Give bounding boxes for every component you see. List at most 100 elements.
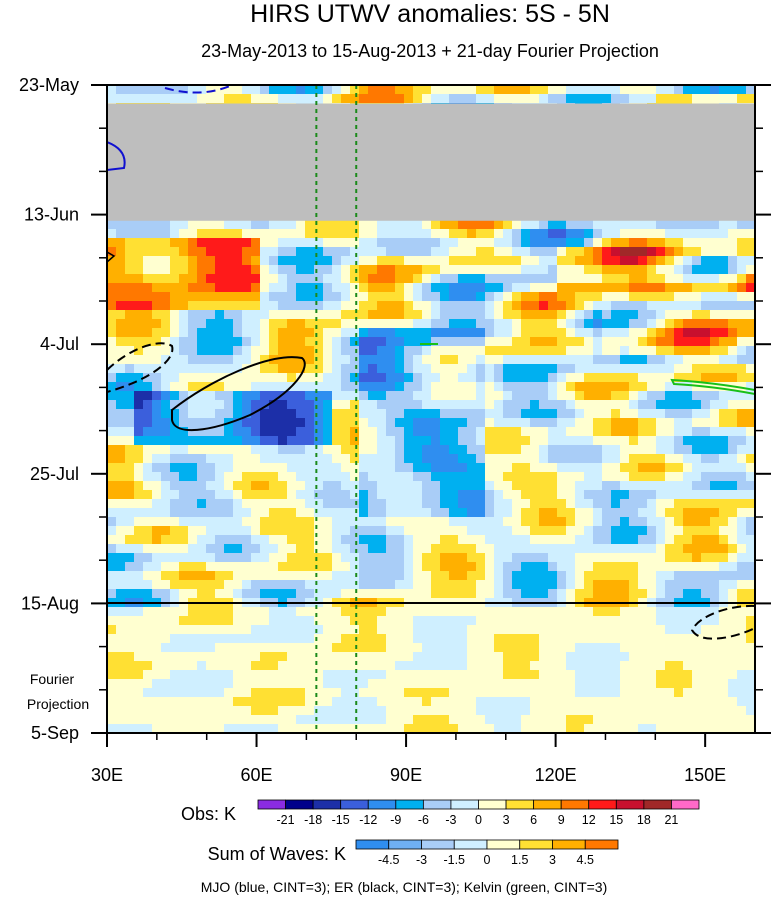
field-cell (746, 274, 755, 284)
field-cell (422, 661, 432, 671)
field-cell (701, 337, 711, 347)
field-cell (728, 283, 738, 293)
field-cell (224, 445, 234, 455)
field-cell (638, 688, 648, 698)
field-cell (593, 238, 603, 248)
field-cell (395, 544, 405, 554)
field-cell (647, 697, 657, 707)
field-cell (152, 85, 162, 95)
field-cell (476, 409, 486, 419)
field-cell (683, 319, 693, 329)
field-cell (557, 292, 567, 302)
field-cell (251, 382, 261, 392)
field-cell (278, 418, 288, 428)
field-cell (161, 418, 171, 428)
field-cell (656, 256, 666, 266)
field-cell (611, 589, 621, 599)
field-cell (557, 382, 567, 392)
field-cell (521, 535, 531, 545)
field-cell (278, 706, 288, 716)
field-cell (737, 571, 747, 581)
field-cell (206, 238, 216, 248)
field-cell (251, 706, 261, 716)
field-cell (674, 94, 684, 104)
field-cell (368, 553, 378, 563)
field-cell (179, 463, 189, 473)
field-cell (305, 328, 315, 338)
field-cell (296, 94, 306, 104)
field-cell (656, 292, 666, 302)
field-cell (143, 382, 153, 392)
field-cell (557, 688, 567, 698)
field-cell (692, 517, 702, 527)
field-cell (107, 364, 117, 374)
field-cell (359, 301, 369, 311)
field-cell (233, 382, 243, 392)
field-cell (539, 472, 549, 482)
field-cell (692, 571, 702, 581)
field-cell (683, 337, 693, 347)
field-cell (260, 301, 270, 311)
field-cell (539, 85, 549, 95)
field-cell (548, 220, 558, 230)
field-cell (485, 580, 495, 590)
field-cell (566, 607, 576, 617)
field-cell (647, 508, 657, 518)
field-cell (134, 301, 144, 311)
field-cell (467, 301, 477, 311)
field-cell (341, 706, 351, 716)
field-cell (332, 688, 342, 698)
field-cell (719, 562, 729, 572)
field-cell (674, 580, 684, 590)
field-cell (179, 427, 189, 437)
field-cell (476, 373, 486, 383)
field-cell (719, 517, 729, 527)
field-cell (647, 310, 657, 320)
field-cell (710, 445, 720, 455)
field-cell (107, 652, 117, 662)
field-cell (431, 553, 441, 563)
field-cell (134, 589, 144, 599)
field-cell (125, 499, 135, 509)
field-cell (692, 310, 702, 320)
field-cell (116, 400, 126, 410)
field-cell (314, 427, 324, 437)
field-cell (206, 265, 216, 275)
field-cell (638, 337, 648, 347)
field-cell (683, 427, 693, 437)
field-cell (170, 436, 180, 446)
field-cell (584, 409, 594, 419)
field-cell (314, 283, 324, 293)
field-cell (323, 580, 333, 590)
field-cell (386, 589, 396, 599)
field-cell (728, 589, 738, 599)
field-cell (404, 670, 414, 680)
field-cell (602, 697, 612, 707)
field-cell (602, 229, 612, 239)
field-cell (449, 463, 459, 473)
field-cell (512, 454, 522, 464)
field-cell (341, 490, 351, 500)
field-cell (422, 463, 432, 473)
field-cell (404, 463, 414, 473)
field-cell (224, 355, 234, 365)
field-cell (170, 274, 180, 284)
field-cell (512, 355, 522, 365)
field-cell (386, 382, 396, 392)
field-cell (737, 229, 747, 239)
field-cell (503, 508, 513, 518)
field-cell (629, 364, 639, 374)
field-cell (719, 85, 729, 95)
field-cell (134, 643, 144, 653)
field-cell (602, 499, 612, 509)
field-cell (206, 391, 216, 401)
field-cell (278, 274, 288, 284)
field-cell (125, 571, 135, 581)
field-cell (125, 94, 135, 104)
field-cell (368, 328, 378, 338)
field-cell (359, 94, 369, 104)
field-cell (386, 580, 396, 590)
field-cell (458, 472, 468, 482)
field-cell (296, 499, 306, 509)
